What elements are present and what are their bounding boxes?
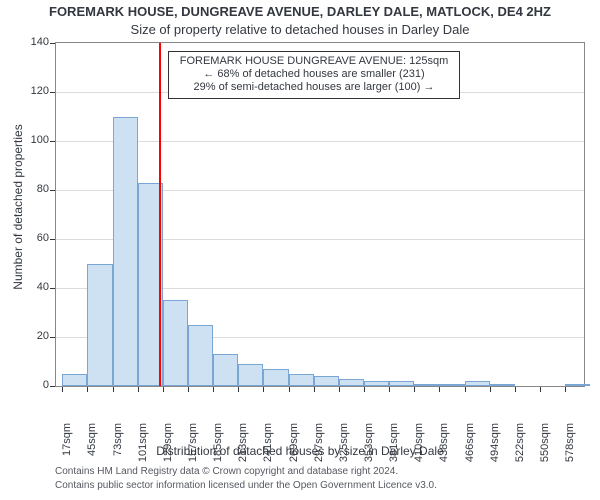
x-tick-label: 241sqm: [262, 423, 274, 473]
histogram-bar: [238, 364, 263, 386]
x-tick-label: 101sqm: [137, 423, 149, 473]
x-tick-mark: [565, 387, 566, 392]
x-tick-label: 73sqm: [112, 423, 124, 473]
y-tick-label: 80: [21, 183, 49, 195]
histogram-bar: [414, 384, 439, 386]
x-tick-label: 466sqm: [464, 423, 476, 473]
x-tick-mark: [515, 387, 516, 392]
y-tick-mark: [50, 141, 55, 142]
x-tick-label: 522sqm: [514, 423, 526, 473]
histogram-bar: [490, 384, 515, 386]
y-tick-mark: [50, 43, 55, 44]
reference-marker-line: [159, 43, 161, 386]
x-tick-mark: [138, 387, 139, 392]
x-tick-mark: [62, 387, 63, 392]
x-tick-label: 17sqm: [61, 423, 73, 473]
x-tick-label: 45sqm: [86, 423, 98, 473]
chart-container: FOREMARK HOUSE, DUNGREAVE AVENUE, DARLEY…: [0, 0, 600, 500]
x-tick-mark: [490, 387, 491, 392]
x-tick-mark: [263, 387, 264, 392]
x-tick-mark: [439, 387, 440, 392]
annotation-box: FOREMARK HOUSE DUNGREAVE AVENUE: 125sqm←…: [168, 51, 460, 99]
x-tick-mark: [314, 387, 315, 392]
x-tick-label: 213sqm: [237, 423, 249, 473]
histogram-bar: [465, 381, 490, 386]
x-tick-label: 494sqm: [489, 423, 501, 473]
x-tick-label: 269sqm: [288, 423, 300, 473]
histogram-bar: [339, 379, 364, 386]
y-tick-mark: [50, 239, 55, 240]
histogram-bar: [439, 384, 464, 386]
x-tick-label: 381sqm: [388, 423, 400, 473]
x-tick-mark: [465, 387, 466, 392]
y-tick-label: 140: [21, 36, 49, 48]
chart-subtitle: Size of property relative to detached ho…: [0, 22, 600, 37]
plot-area: FOREMARK HOUSE DUNGREAVE AVENUE: 125sqm←…: [55, 42, 585, 387]
x-tick-mark: [238, 387, 239, 392]
y-tick-label: 120: [21, 85, 49, 97]
histogram-bar: [113, 117, 138, 387]
annotation-line: 29% of semi-detached houses are larger (…: [175, 81, 453, 94]
y-tick-mark: [50, 92, 55, 93]
x-tick-label: 353sqm: [363, 423, 375, 473]
y-tick-mark: [50, 288, 55, 289]
y-tick-label: 20: [21, 330, 49, 342]
x-tick-label: 325sqm: [338, 423, 350, 473]
histogram-bar: [565, 384, 590, 386]
annotation-line: ← 68% of detached houses are smaller (23…: [175, 68, 453, 81]
histogram-bar: [289, 374, 314, 386]
x-tick-mark: [87, 387, 88, 392]
x-tick-label: 185sqm: [212, 423, 224, 473]
footer-line-2: Contains public sector information licen…: [55, 480, 437, 491]
histogram-bar: [163, 300, 188, 386]
y-tick-mark: [50, 337, 55, 338]
histogram-bar: [263, 369, 288, 386]
y-tick-mark: [50, 386, 55, 387]
histogram-bar: [188, 325, 213, 386]
x-tick-label: 410sqm: [413, 423, 425, 473]
chart-title: FOREMARK HOUSE, DUNGREAVE AVENUE, DARLEY…: [0, 4, 600, 19]
y-tick-label: 0: [21, 379, 49, 391]
x-tick-label: 157sqm: [187, 423, 199, 473]
histogram-bar: [389, 381, 414, 386]
x-tick-label: 297sqm: [313, 423, 325, 473]
histogram-bar: [213, 354, 238, 386]
x-tick-mark: [213, 387, 214, 392]
x-tick-label: 578sqm: [564, 423, 576, 473]
y-tick-mark: [50, 190, 55, 191]
x-tick-mark: [188, 387, 189, 392]
x-tick-mark: [339, 387, 340, 392]
x-tick-label: 438sqm: [438, 423, 450, 473]
histogram-bar: [62, 374, 87, 386]
x-tick-label: 129sqm: [162, 423, 174, 473]
x-tick-mark: [414, 387, 415, 392]
y-tick-label: 60: [21, 232, 49, 244]
x-tick-mark: [289, 387, 290, 392]
y-tick-label: 100: [21, 134, 49, 146]
annotation-line: FOREMARK HOUSE DUNGREAVE AVENUE: 125sqm: [175, 55, 453, 68]
x-tick-mark: [364, 387, 365, 392]
histogram-bar: [314, 376, 339, 386]
histogram-bar: [364, 381, 389, 386]
x-tick-mark: [113, 387, 114, 392]
x-tick-mark: [389, 387, 390, 392]
y-tick-label: 40: [21, 281, 49, 293]
x-tick-mark: [163, 387, 164, 392]
x-tick-label: 550sqm: [539, 423, 551, 473]
x-tick-mark: [540, 387, 541, 392]
histogram-bar: [87, 264, 112, 387]
